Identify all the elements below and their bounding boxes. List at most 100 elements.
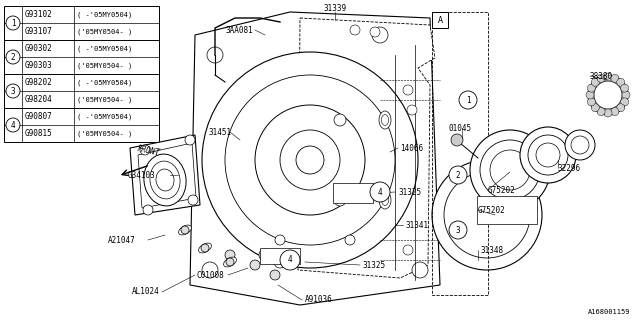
Text: G98204: G98204	[25, 95, 52, 104]
Circle shape	[334, 114, 346, 126]
Text: AL1024: AL1024	[132, 287, 160, 297]
Circle shape	[444, 172, 530, 258]
Circle shape	[259, 249, 271, 261]
Text: G75202: G75202	[478, 205, 506, 214]
Circle shape	[490, 150, 530, 190]
Text: ('05MY0504- ): ('05MY0504- )	[77, 96, 132, 103]
Circle shape	[621, 98, 628, 106]
Text: A21047: A21047	[108, 236, 136, 244]
Circle shape	[588, 84, 595, 92]
Text: 4: 4	[11, 121, 15, 130]
Circle shape	[611, 108, 619, 116]
Circle shape	[188, 195, 198, 205]
Text: C01008: C01008	[196, 270, 224, 279]
Circle shape	[611, 74, 619, 82]
Ellipse shape	[144, 154, 186, 206]
Circle shape	[350, 25, 360, 35]
Circle shape	[528, 135, 568, 175]
Circle shape	[449, 221, 467, 239]
Text: ('05MY0504- ): ('05MY0504- )	[77, 28, 132, 35]
Circle shape	[470, 130, 550, 210]
Ellipse shape	[198, 243, 211, 253]
Circle shape	[403, 85, 413, 95]
Circle shape	[594, 81, 622, 109]
Circle shape	[296, 146, 324, 174]
Circle shape	[275, 235, 285, 245]
Bar	[260, 248, 300, 264]
Circle shape	[451, 134, 463, 146]
Circle shape	[6, 16, 20, 30]
Text: G90807: G90807	[25, 112, 52, 121]
Text: 32296: 32296	[558, 164, 581, 172]
Text: ( -'05MY0504): ( -'05MY0504)	[77, 79, 132, 86]
Circle shape	[140, 145, 150, 155]
Text: 2: 2	[456, 171, 460, 180]
Circle shape	[202, 262, 218, 278]
Circle shape	[604, 109, 612, 117]
Text: 14066: 14066	[400, 143, 423, 153]
Text: 38380: 38380	[590, 71, 613, 81]
Text: 31348: 31348	[480, 245, 503, 254]
Circle shape	[280, 250, 300, 270]
Circle shape	[617, 104, 625, 112]
Text: ( -'05MY0504): ( -'05MY0504)	[77, 113, 132, 120]
Circle shape	[459, 91, 477, 109]
Text: 1: 1	[11, 19, 15, 28]
Text: 31451: 31451	[208, 127, 231, 137]
Ellipse shape	[156, 169, 174, 191]
Circle shape	[6, 50, 20, 64]
Circle shape	[597, 74, 605, 82]
Circle shape	[591, 104, 599, 112]
Text: ('05MY0504- ): ('05MY0504- )	[77, 130, 132, 137]
Text: G90303: G90303	[25, 61, 52, 70]
Circle shape	[449, 166, 467, 184]
Text: 31325: 31325	[398, 188, 421, 196]
Circle shape	[185, 135, 195, 145]
Bar	[477, 196, 537, 224]
Polygon shape	[130, 135, 200, 215]
Polygon shape	[138, 143, 196, 208]
Text: 31325: 31325	[362, 260, 385, 269]
Ellipse shape	[150, 161, 180, 199]
Text: 31339: 31339	[323, 4, 347, 12]
Ellipse shape	[223, 257, 236, 267]
Text: G93107: G93107	[25, 27, 52, 36]
Ellipse shape	[179, 225, 191, 235]
Circle shape	[280, 130, 340, 190]
Circle shape	[226, 258, 234, 266]
Circle shape	[571, 136, 589, 154]
Circle shape	[591, 78, 599, 86]
Text: 3: 3	[11, 86, 15, 95]
Circle shape	[432, 160, 542, 270]
Text: 3AA081: 3AA081	[225, 26, 253, 35]
Circle shape	[370, 27, 380, 37]
Circle shape	[536, 143, 560, 167]
Text: 4: 4	[378, 188, 382, 196]
Polygon shape	[190, 12, 440, 305]
Polygon shape	[298, 18, 435, 278]
Bar	[432, 12, 448, 28]
Bar	[4, 6, 159, 142]
Circle shape	[255, 105, 365, 215]
Circle shape	[207, 47, 223, 63]
Circle shape	[412, 262, 428, 278]
Text: ( -'05MY0504): ( -'05MY0504)	[77, 11, 132, 18]
Circle shape	[225, 75, 395, 245]
Text: 3: 3	[456, 226, 460, 235]
Circle shape	[586, 91, 594, 99]
Ellipse shape	[379, 191, 391, 209]
Ellipse shape	[381, 195, 388, 205]
Ellipse shape	[381, 115, 388, 125]
Circle shape	[565, 130, 595, 160]
Circle shape	[403, 245, 413, 255]
Circle shape	[370, 182, 390, 202]
Circle shape	[621, 84, 628, 92]
Text: 4: 4	[288, 255, 292, 265]
Circle shape	[597, 108, 605, 116]
Circle shape	[588, 75, 628, 115]
Circle shape	[225, 250, 235, 260]
Circle shape	[270, 270, 280, 280]
Text: ('05MY0504- ): ('05MY0504- )	[77, 62, 132, 69]
Circle shape	[622, 91, 630, 99]
Circle shape	[372, 27, 388, 43]
